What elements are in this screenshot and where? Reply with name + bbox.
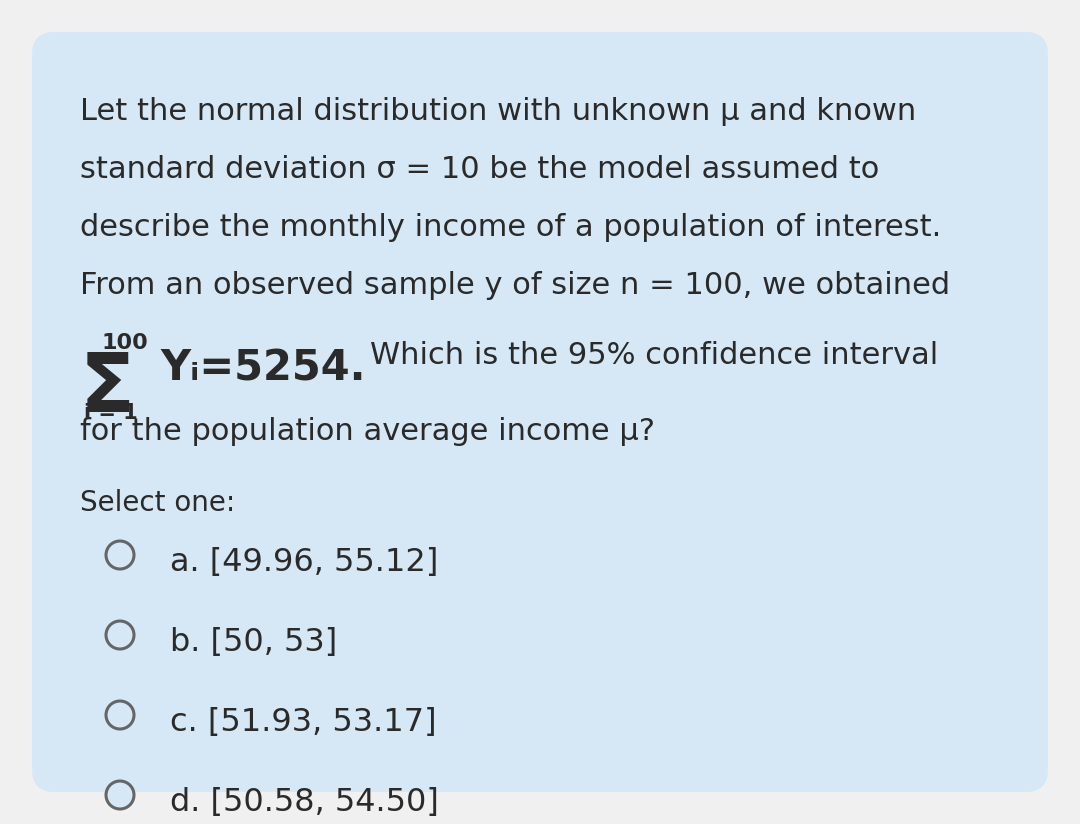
Text: From an observed sample y of size n = 100, we obtained: From an observed sample y of size n = 10… <box>80 271 950 300</box>
FancyBboxPatch shape <box>32 32 1048 792</box>
Text: standard deviation σ = 10 be the model assumed to: standard deviation σ = 10 be the model a… <box>80 155 879 184</box>
Text: 100: 100 <box>102 333 149 353</box>
Circle shape <box>106 541 134 569</box>
Circle shape <box>106 621 134 649</box>
Text: a. [49.96, 55.12]: a. [49.96, 55.12] <box>170 547 438 578</box>
Circle shape <box>106 781 134 809</box>
Circle shape <box>106 701 134 729</box>
Text: Σ: Σ <box>80 351 135 429</box>
Text: c. [51.93, 53.17]: c. [51.93, 53.17] <box>170 707 436 738</box>
Text: i = 1: i = 1 <box>84 403 138 423</box>
Text: Let the normal distribution with unknown μ and known: Let the normal distribution with unknown… <box>80 97 916 126</box>
Text: Yᵢ=5254.: Yᵢ=5254. <box>160 347 365 389</box>
Text: describe the monthly income of a population of interest.: describe the monthly income of a populat… <box>80 213 942 242</box>
Text: for the population average income μ?: for the population average income μ? <box>80 417 654 446</box>
Text: b. [50, 53]: b. [50, 53] <box>170 627 337 658</box>
Text: Which is the 95% confidence interval: Which is the 95% confidence interval <box>370 341 939 370</box>
Text: d. [50.58, 54.50]: d. [50.58, 54.50] <box>170 787 438 818</box>
Text: Select one:: Select one: <box>80 489 235 517</box>
